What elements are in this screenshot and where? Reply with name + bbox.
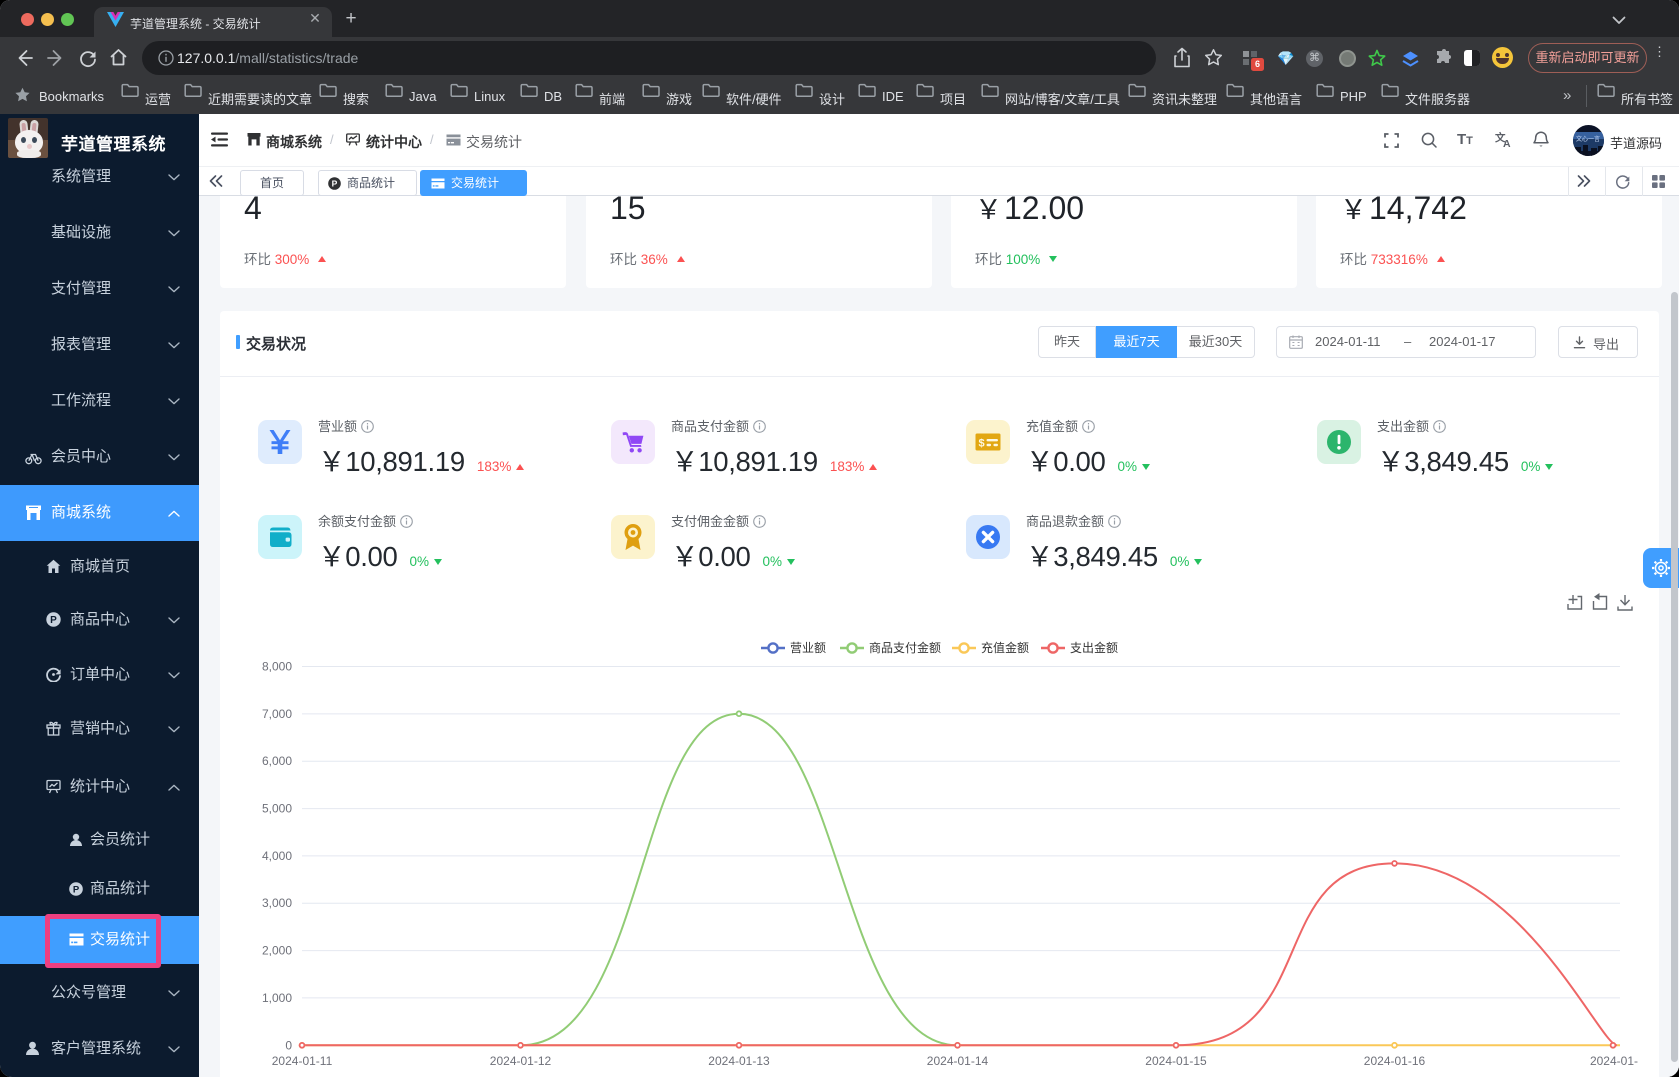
svg-text:商品支付金额: 商品支付金额 [869,640,941,655]
svg-text:2024-01-14: 2024-01-14 [927,1054,989,1068]
svg-text:P: P [73,884,80,895]
svg-text:8,000: 8,000 [262,660,292,674]
svg-text:4,000: 4,000 [262,849,292,863]
svg-text:7,000: 7,000 [262,707,292,721]
svg-text:5,000: 5,000 [262,802,292,816]
svg-text:2024-01-12: 2024-01-12 [490,1054,552,1068]
svg-text:2024-01-16: 2024-01-16 [1364,1054,1426,1068]
svg-text:文: 文 [1495,131,1506,144]
svg-text:P: P [50,615,57,626]
svg-text:支出金额: 支出金额 [1070,640,1118,655]
svg-text:营业额: 营业额 [790,641,826,655]
svg-text:1,000: 1,000 [262,991,292,1005]
svg-text:2,000: 2,000 [262,944,292,958]
svg-text:A: A [1503,138,1511,148]
svg-text:2024-01-: 2024-01- [1590,1054,1638,1068]
svg-text:2024-01-11: 2024-01-11 [272,1054,333,1068]
svg-text:2024-01-15: 2024-01-15 [1145,1054,1207,1068]
svg-text:0: 0 [285,1038,292,1052]
svg-text:6,000: 6,000 [262,754,292,768]
svg-text:3,000: 3,000 [262,896,292,910]
svg-text:2024-01-13: 2024-01-13 [708,1054,770,1068]
svg-text:充值金额: 充值金额 [981,640,1029,655]
svg-text:P: P [332,179,338,189]
svg-text:$: $ [979,438,985,450]
